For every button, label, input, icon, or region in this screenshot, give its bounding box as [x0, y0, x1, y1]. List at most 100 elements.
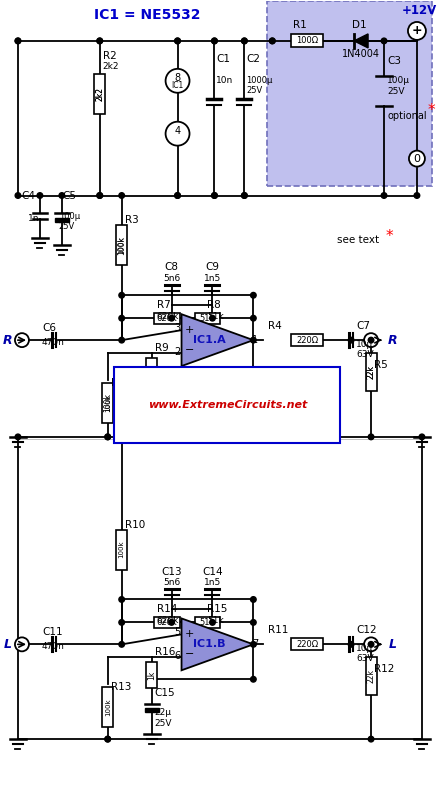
Text: R16: R16: [154, 648, 175, 657]
Text: 620k: 620k: [157, 616, 179, 625]
Text: R12: R12: [374, 664, 394, 674]
Circle shape: [15, 38, 21, 44]
Circle shape: [119, 641, 125, 647]
Bar: [154, 312, 180, 323]
Circle shape: [270, 38, 275, 44]
Text: R: R: [388, 334, 398, 347]
Circle shape: [368, 434, 374, 440]
Text: L: L: [389, 638, 397, 651]
Bar: [194, 312, 220, 323]
Text: 1: 1: [252, 335, 258, 345]
Circle shape: [15, 38, 21, 44]
Circle shape: [250, 338, 256, 343]
Circle shape: [169, 619, 174, 625]
Text: R11: R11: [268, 626, 289, 635]
Circle shape: [175, 192, 180, 199]
Text: −: −: [185, 649, 194, 659]
Bar: [145, 708, 158, 712]
Bar: [94, 74, 105, 114]
Circle shape: [210, 316, 215, 321]
Text: 470n: 470n: [42, 338, 65, 347]
Circle shape: [119, 293, 125, 298]
Text: 22k: 22k: [367, 670, 376, 683]
Circle shape: [364, 637, 378, 652]
Text: see text: see text: [337, 236, 379, 246]
Text: optional: optional: [387, 111, 427, 121]
Circle shape: [381, 192, 387, 199]
Circle shape: [242, 192, 247, 199]
Text: C2: C2: [246, 54, 260, 64]
Text: 1k: 1k: [147, 367, 156, 376]
Circle shape: [15, 333, 29, 347]
Text: 51k: 51k: [208, 312, 224, 321]
Text: 100k: 100k: [119, 541, 125, 558]
Circle shape: [165, 69, 190, 93]
Bar: [116, 530, 127, 570]
Circle shape: [270, 38, 275, 44]
Text: R15: R15: [208, 604, 228, 615]
Text: 470n: 470n: [42, 642, 65, 651]
Circle shape: [408, 22, 426, 40]
Circle shape: [250, 677, 256, 682]
Circle shape: [119, 619, 125, 625]
Text: 8: 8: [175, 73, 180, 82]
Text: 63V: 63V: [356, 654, 374, 663]
Text: 2k2: 2k2: [103, 62, 119, 71]
Circle shape: [242, 192, 247, 199]
Circle shape: [105, 434, 110, 440]
Bar: [154, 617, 180, 628]
Text: C11: C11: [42, 627, 62, 637]
Text: C13: C13: [161, 567, 182, 576]
Text: 1n5: 1n5: [204, 578, 221, 587]
Circle shape: [250, 316, 256, 321]
Circle shape: [409, 151, 425, 166]
Text: IC1.B: IC1.B: [193, 639, 226, 649]
Text: 10μ: 10μ: [356, 340, 373, 349]
Text: R8: R8: [208, 300, 221, 310]
Text: 2: 2: [174, 347, 181, 357]
Text: 1N4004: 1N4004: [342, 49, 380, 59]
Text: C10: C10: [154, 384, 175, 394]
Text: www.ExtremeCircuits.net: www.ExtremeCircuits.net: [148, 400, 307, 410]
Bar: [145, 404, 158, 408]
Text: 220Ω: 220Ω: [296, 336, 318, 345]
Circle shape: [119, 597, 125, 602]
Text: C5: C5: [63, 191, 77, 200]
Circle shape: [15, 434, 21, 440]
Text: R7: R7: [157, 300, 170, 310]
Circle shape: [169, 316, 174, 321]
Text: 25V: 25V: [59, 222, 75, 231]
Circle shape: [212, 38, 217, 44]
Text: 100μ: 100μ: [59, 212, 80, 221]
Text: C15: C15: [154, 688, 175, 698]
Bar: [291, 35, 323, 47]
Bar: [102, 383, 113, 423]
Text: 0: 0: [414, 154, 421, 163]
Bar: [194, 617, 220, 628]
Text: +: +: [185, 630, 194, 639]
Text: 25V: 25V: [154, 718, 172, 728]
Text: −: −: [185, 345, 194, 355]
Text: IC1.A: IC1.A: [193, 335, 226, 345]
Text: 100k: 100k: [105, 699, 111, 716]
Text: *: *: [385, 229, 393, 244]
Circle shape: [242, 38, 247, 44]
Bar: [291, 334, 323, 346]
Text: 100k: 100k: [119, 236, 125, 254]
Circle shape: [119, 434, 125, 440]
Text: 5n6: 5n6: [163, 274, 180, 283]
Bar: [366, 657, 377, 696]
Text: R6: R6: [111, 378, 125, 388]
Bar: [291, 638, 323, 650]
Polygon shape: [354, 34, 368, 48]
Circle shape: [15, 637, 29, 652]
Circle shape: [97, 38, 103, 44]
Text: R10: R10: [125, 520, 145, 530]
Text: 6: 6: [175, 652, 180, 661]
Text: 25V: 25V: [246, 86, 263, 95]
Text: 2k2: 2k2: [95, 87, 104, 100]
Text: 7: 7: [252, 639, 258, 649]
Text: 1n5: 1n5: [204, 274, 221, 283]
Circle shape: [175, 38, 180, 44]
Text: 1k: 1k: [147, 670, 156, 680]
